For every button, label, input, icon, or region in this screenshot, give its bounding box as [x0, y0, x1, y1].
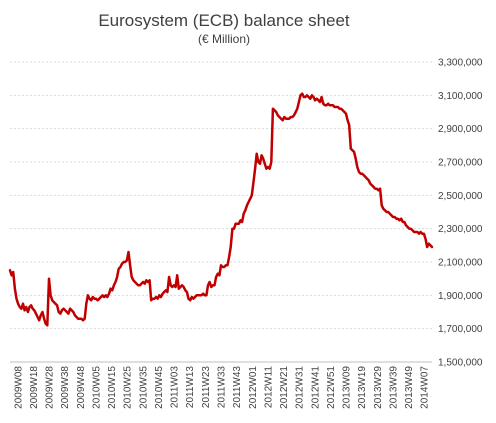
- y-tick-label: 2,100,000: [438, 258, 483, 269]
- y-tick-label: 2,300,000: [438, 224, 483, 235]
- y-tick-label: 1,700,000: [438, 324, 483, 335]
- x-tick-label: 2010W45: [154, 366, 165, 409]
- x-tick-label: 2011W23: [201, 366, 212, 409]
- x-tick-label: 2011W13: [185, 366, 196, 409]
- x-tick-label: 2013W49: [404, 366, 415, 409]
- x-tick-label: 2012W21: [279, 366, 290, 409]
- x-tick-label: 2013W29: [373, 366, 384, 409]
- x-tick-label: 2012W31: [295, 366, 306, 409]
- x-tick-label: 2012W01: [248, 366, 259, 409]
- y-tick-label: 3,300,000: [438, 58, 483, 69]
- x-tick-label: 2009W08: [13, 366, 24, 409]
- x-tick-label: 2013W39: [388, 366, 399, 409]
- x-tick-label: 2011W43: [232, 366, 243, 409]
- x-tick-label: 2013W19: [357, 366, 368, 409]
- x-tick-label: 2012W11: [263, 366, 274, 409]
- x-tick-label: 2010W25: [123, 366, 134, 409]
- series-layer: [8, 92, 434, 327]
- x-tick-label: 2009W38: [60, 366, 71, 409]
- x-tick-label: 2011W33: [217, 366, 228, 409]
- series-line: [8, 92, 434, 327]
- x-tick-label: 2009W48: [76, 366, 87, 409]
- x-tick-label: 2010W35: [138, 366, 149, 409]
- x-tick-label: 2010W05: [92, 366, 103, 409]
- x-tick-label: 2012W51: [326, 366, 337, 409]
- x-axis-tick-labels: 2009W08 2009W18 2009W28 2009W38 2009W48 2010W…: [13, 366, 430, 409]
- y-tick-label: 3,100,000: [438, 91, 483, 102]
- y-axis-tick-labels: 1,500,000 1,700,000 1,900,000 2,100,000 2,30…: [438, 58, 483, 369]
- x-tick-label: 2010W15: [107, 366, 118, 409]
- y-tick-label: 1,900,000: [438, 291, 483, 302]
- x-tick-label: 2012W41: [310, 366, 321, 409]
- y-tick-label: 2,900,000: [438, 124, 483, 135]
- y-tick-label: 2,500,000: [438, 191, 483, 202]
- x-tick-label: 2014W07: [420, 366, 431, 409]
- y-tick-label: 1,500,000: [438, 358, 483, 369]
- y-tick-label: 2,700,000: [438, 158, 483, 169]
- x-tick-label: 2009W28: [45, 366, 56, 409]
- x-tick-label: 2011W03: [170, 366, 181, 409]
- chart-subtitle: (€ Million): [198, 32, 250, 46]
- x-tick-label: 2009W18: [29, 366, 40, 409]
- x-tick-label: 2013W09: [342, 366, 353, 409]
- chart-title: Eurosystem (ECB) balance sheet: [98, 11, 350, 30]
